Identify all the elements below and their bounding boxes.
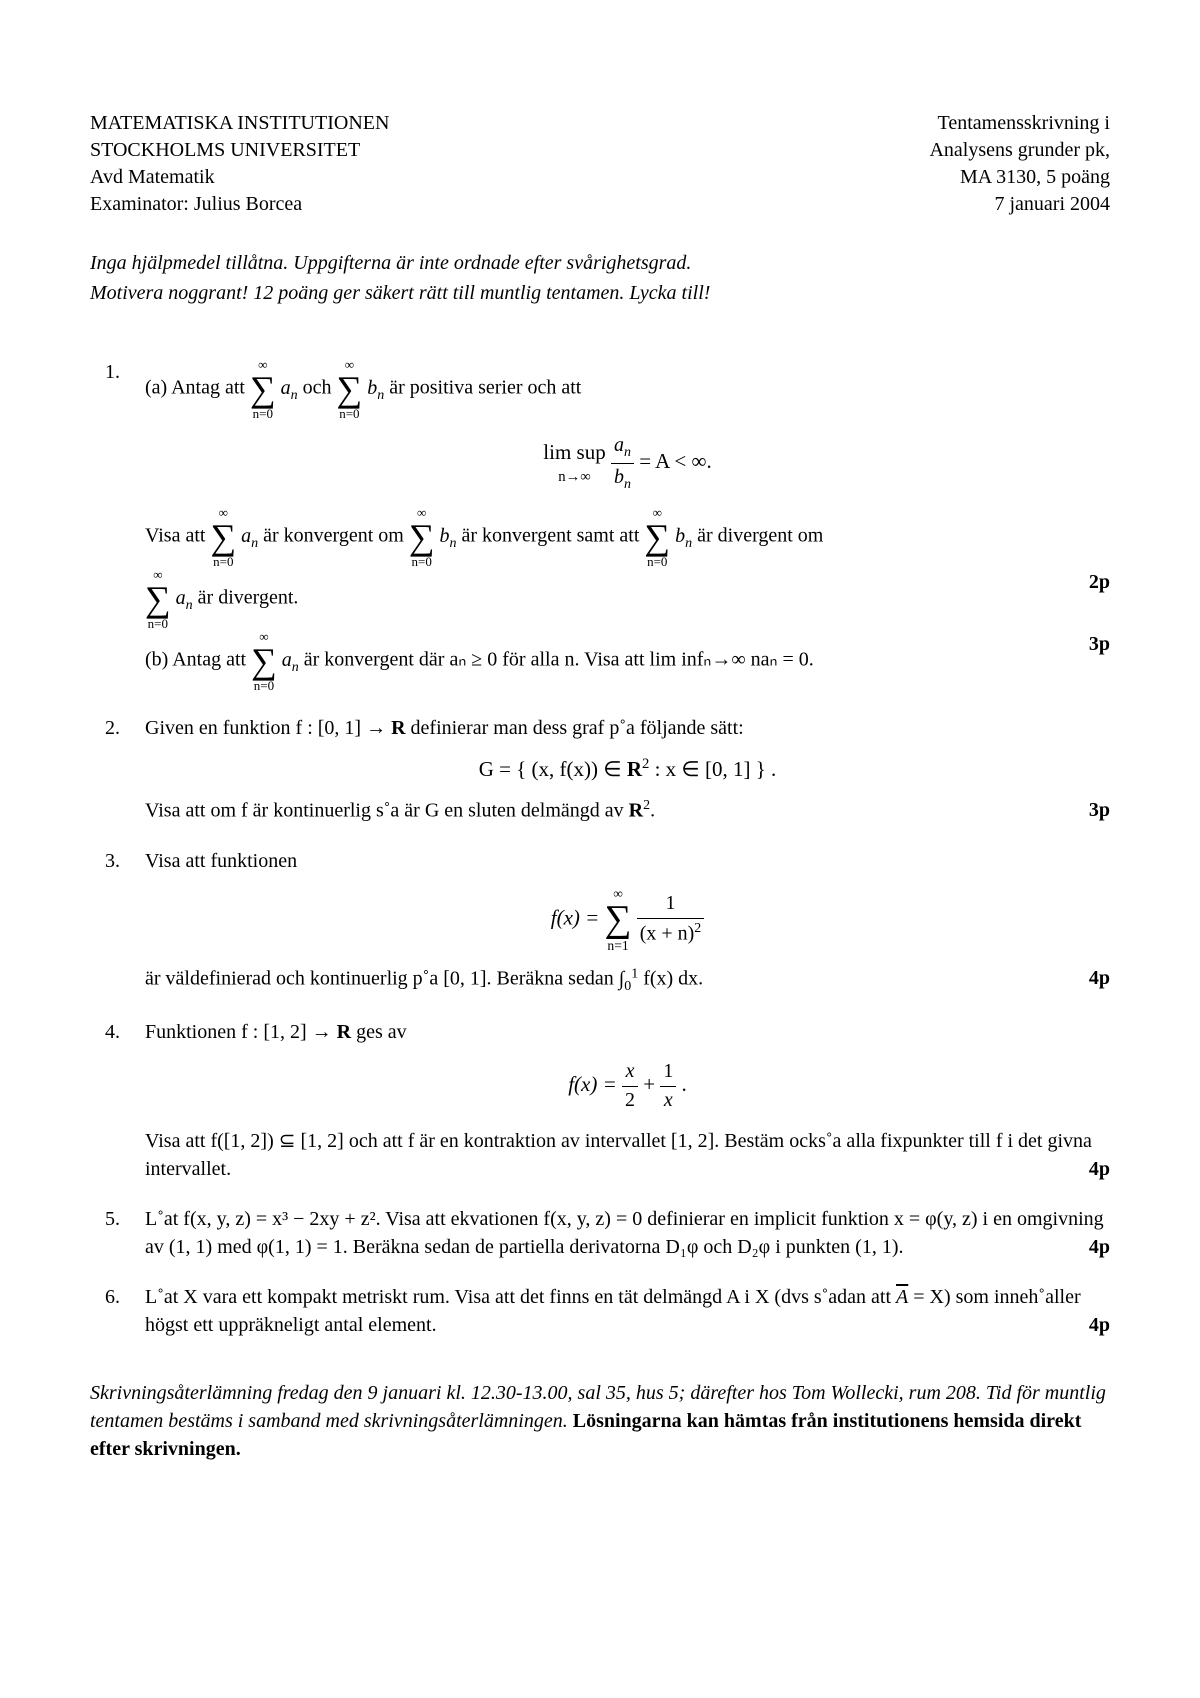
problem-number: 5. [105, 1205, 120, 1233]
problem-4-line2: Visa att f([1, 2]) ⊆ [1, 2] och att f är… [145, 1127, 1110, 1183]
exam-page: MATEMATISKA INSTITUTIONEN STOCKHOLMS UNI… [0, 0, 1200, 1698]
fraction-icon: x2 [622, 1058, 638, 1115]
problem-6-text: L˚at X vara ett kompakt metriskt rum. Vi… [145, 1283, 1110, 1339]
problem-2: 2. Given en funktion f : [0, 1] → R defi… [90, 714, 1110, 825]
problem-3-line2: är väldefinierad och kontinuerlig p˚a [0… [145, 964, 1110, 996]
problem-6: 6. L˚at X vara ett kompakt metriskt rum.… [90, 1283, 1110, 1339]
problem-1: 1. (a) Antag att ∞∑n=0 an och ∞∑n=0 bn ä… [90, 358, 1110, 692]
problem-5: 5. L˚at f(x, y, z) = x³ − 2xy + z². Visa… [90, 1205, 1110, 1261]
examiner-line: Examinator: Julius Borcea [90, 191, 389, 218]
exam-title-line: Tentamensskrivning i [929, 110, 1110, 137]
problem-3-line1: Visa att funktionen [145, 847, 1110, 875]
points-badge: 4p [1089, 1311, 1110, 1339]
problem-number: 1. [105, 358, 120, 386]
sum-icon: ∞∑n=0 [251, 630, 277, 692]
problem-1a-limsup: lim sup n→∞ anbn = A < ∞. [145, 432, 1110, 494]
footer-note: Skrivningsåterlämning fredag den 9 janua… [90, 1379, 1110, 1463]
department-line: Avd Matematik [90, 164, 389, 191]
sum-icon: ∞∑n=0 [337, 358, 363, 420]
problem-4-function: f(x) = x2 + 1x . [145, 1058, 1110, 1115]
fraction-icon: 1x [660, 1058, 676, 1115]
date-line: 7 januari 2004 [929, 191, 1110, 218]
instructions-block: Inga hjälpmedel tillåtna. Uppgifterna är… [90, 248, 1110, 308]
header-right: Tentamensskrivning i Analysens grunder p… [929, 110, 1110, 218]
instructions-line-1: Inga hjälpmedel tillåtna. Uppgifterna är… [90, 248, 1110, 278]
header: MATEMATISKA INSTITUTIONEN STOCKHOLMS UNI… [90, 110, 1110, 218]
sum-icon: ∞∑n=0 [145, 568, 171, 630]
problem-number: 6. [105, 1283, 120, 1311]
problem-number: 3. [105, 847, 120, 875]
problem-2-graph-def: G = { (x, f(x)) ∈ R2 : x ∈ [0, 1] } . [145, 754, 1110, 784]
sum-icon: ∞∑n=0 [409, 506, 435, 568]
course-code-line: MA 3130, 5 poäng [929, 164, 1110, 191]
university-line: STOCKHOLMS UNIVERSITET [90, 137, 389, 164]
institution-line: MATEMATISKA INSTITUTIONEN [90, 110, 389, 137]
points-badge: 3p [1089, 630, 1110, 658]
problem-number: 2. [105, 714, 120, 742]
problem-4-line1: Funktionen f : [1, 2] → R ges av [145, 1018, 1110, 1046]
fraction-icon: 1(x + n)2 [637, 890, 704, 948]
problems-list: 1. (a) Antag att ∞∑n=0 an och ∞∑n=0 bn ä… [90, 358, 1110, 1339]
instructions-line-2: Motivera noggrant! 12 poäng ger säkert r… [90, 278, 1110, 308]
problem-5-text: L˚at f(x, y, z) = x³ − 2xy + z². Visa at… [145, 1205, 1110, 1261]
sum-icon: ∞∑n=0 [644, 506, 670, 568]
points-badge: 4p [1089, 1233, 1110, 1261]
fraction-icon: anbn [611, 432, 634, 494]
sum-icon: ∞∑n=0 [210, 506, 236, 568]
course-name-line: Analysens grunder pk, [929, 137, 1110, 164]
sum-icon: ∞∑n=1 [605, 887, 632, 952]
points-badge: 4p [1089, 1155, 1110, 1183]
problem-1a-line1: (a) Antag att ∞∑n=0 an och ∞∑n=0 bn är p… [145, 358, 1110, 420]
sum-icon: ∞∑n=0 [250, 358, 276, 420]
problem-3: 3. Visa att funktionen f(x) = ∞∑n=1 1(x … [90, 847, 1110, 996]
integral-icon: ∫01 [619, 968, 638, 990]
problem-1a-line2: Visa att ∞∑n=0 an är konvergent om ∞∑n=0… [145, 506, 1110, 568]
problem-1b: (b) Antag att ∞∑n=0 an är konvergent där… [145, 630, 1110, 692]
problem-1a-line3: ∞∑n=0 an är divergent. 2p [145, 568, 1110, 630]
problem-2-line2: Visa att om f är kontinuerlig s˚a är G e… [145, 796, 1110, 825]
problem-number: 4. [105, 1018, 120, 1046]
points-badge: 3p [1089, 796, 1110, 824]
problem-2-line1: Given en funktion f : [0, 1] → R definie… [145, 714, 1110, 742]
points-badge: 4p [1089, 964, 1110, 992]
problem-4: 4. Funktionen f : [1, 2] → R ges av f(x)… [90, 1018, 1110, 1183]
points-badge: 2p [1089, 568, 1110, 596]
problem-3-series: f(x) = ∞∑n=1 1(x + n)2 [145, 887, 1110, 952]
header-left: MATEMATISKA INSTITUTIONEN STOCKHOLMS UNI… [90, 110, 389, 218]
